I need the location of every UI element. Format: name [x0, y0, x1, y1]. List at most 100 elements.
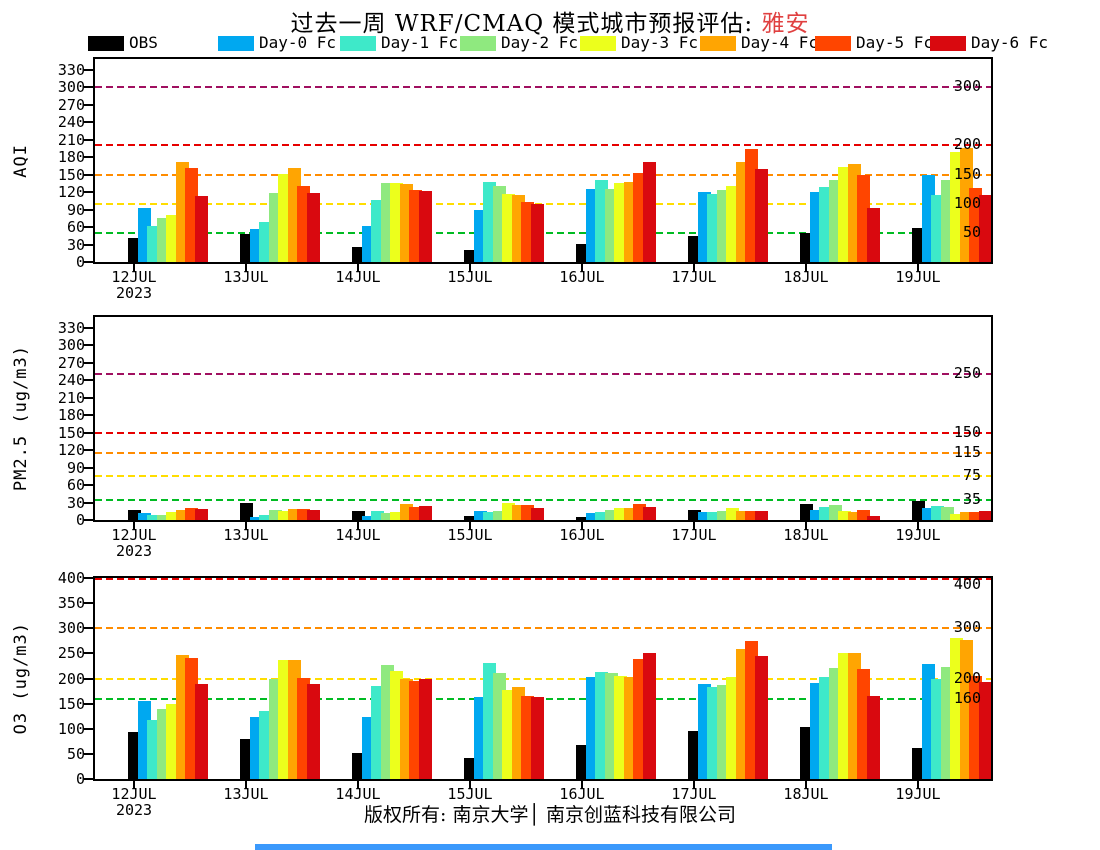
bar: [707, 511, 720, 520]
y-tick-mark: [84, 208, 93, 211]
legend-item-day-2-fc: Day-2 Fc: [460, 34, 578, 52]
reference-line-115: [95, 451, 991, 454]
y-tick-mark: [84, 156, 93, 158]
legend-label: Day-1 Fc: [381, 33, 459, 52]
y-axis-title-text: PM2.5 (ug/m3): [11, 345, 31, 492]
legend-item-day-5-fc: Day-5 Fc: [815, 34, 933, 52]
plot-area-0: [93, 57, 993, 264]
x-tick-label: 17JUL: [671, 268, 717, 286]
bar: [642, 506, 656, 520]
x-tick-mark: [357, 522, 359, 529]
y-tick-mark: [84, 226, 93, 228]
bar: [866, 515, 880, 520]
x-tick-mark: [805, 264, 807, 271]
y-tick-mark: [84, 519, 93, 521]
x-tick-mark: [245, 781, 247, 788]
x-tick-label: 15JUL: [447, 526, 493, 544]
y-tick-label: 270: [57, 353, 85, 372]
reference-line-label: 50: [962, 222, 981, 241]
reference-line-label: 150: [953, 422, 981, 441]
reference-line-label: 150: [953, 164, 981, 183]
y-tick-label: 240: [57, 371, 85, 389]
legend-swatch-icon: [580, 35, 616, 51]
y-tick-label: 210: [57, 130, 85, 149]
bar: [585, 513, 599, 520]
x-tick-label: 12JUL: [111, 526, 157, 544]
x-tick-label: 19JUL: [895, 268, 941, 286]
x-tick-mark: [133, 522, 135, 529]
reference-line-75: [95, 475, 991, 478]
reference-line-label: 400: [953, 575, 981, 593]
bar: [735, 511, 749, 520]
y-tick-label: 60: [66, 218, 85, 236]
x-tick-mark: [357, 264, 359, 271]
x-tick-mark: [693, 522, 695, 529]
bar: [418, 679, 432, 779]
bar: [306, 192, 320, 262]
y-tick-mark: [84, 326, 93, 329]
x-tick-mark: [805, 522, 807, 529]
y-tick-label: 150: [57, 694, 85, 713]
reference-line-label: 200: [953, 668, 981, 687]
bar: [866, 695, 880, 779]
y-tick-mark: [84, 121, 93, 123]
bar: [697, 512, 711, 520]
y-tick-mark: [84, 677, 93, 680]
y-tick-mark: [84, 778, 93, 780]
bar: [352, 511, 365, 520]
y-tick-label: 240: [57, 113, 85, 131]
bar: [716, 510, 730, 520]
y-tick-label: 300: [57, 78, 85, 96]
bar: [464, 250, 477, 262]
plot-area-1: [93, 315, 993, 522]
legend-item-day-0-fc: Day-0 Fc: [218, 34, 336, 52]
x-tick-label: 13JUL: [223, 526, 269, 544]
x-tick-mark: [245, 522, 247, 529]
y-tick-mark: [84, 243, 93, 246]
x-tick-year-label: 2023: [115, 284, 153, 302]
x-tick-label: 19JUL: [895, 785, 941, 803]
legend-label: Day-2 Fc: [501, 33, 579, 52]
y-tick-label: 300: [57, 619, 85, 638]
y-tick-mark: [84, 103, 93, 106]
y-tick-mark: [84, 68, 93, 71]
reference-line-150: [95, 431, 991, 434]
bar: [240, 502, 253, 520]
y-tick-mark: [84, 191, 93, 193]
reference-line-label: 75: [962, 466, 981, 485]
legend-item-obs: OBS: [88, 34, 158, 52]
y-tick-mark: [84, 173, 93, 176]
reference-line-100: [95, 202, 991, 205]
y-tick-label: 120: [57, 441, 85, 459]
copyright-text: 版权所有: 南京大学│ 南京创蓝科技有限公司: [364, 804, 736, 826]
plot-area-2: [93, 576, 993, 781]
x-tick-label: 14JUL: [335, 526, 381, 544]
y-axis-title-text: O3 (ug/m3): [11, 622, 31, 735]
bar: [978, 681, 991, 779]
bar: [278, 511, 291, 520]
bar: [492, 510, 506, 520]
bar: [483, 511, 496, 520]
reference-line-label: 300: [953, 77, 981, 95]
bar: [137, 513, 151, 520]
y-tick-mark: [84, 414, 93, 416]
bar: [306, 683, 320, 779]
chart-title-city: 雅安: [761, 11, 810, 37]
bar: [726, 508, 739, 520]
bar: [194, 508, 208, 520]
y-tick-mark: [84, 501, 93, 504]
bar: [754, 655, 768, 779]
horizontal-scrollbar-thumb[interactable]: [255, 844, 832, 850]
bar: [642, 652, 656, 779]
y-tick-label: 300: [57, 336, 85, 354]
bar: [166, 512, 179, 520]
x-tick-mark: [693, 781, 695, 788]
x-tick-mark: [245, 264, 247, 271]
y-tick-mark: [84, 702, 93, 705]
chart-title: 过去一周 WRF/CMAQ 模式城市预报评估: 雅安: [0, 4, 1100, 38]
reference-line-label: 200: [953, 135, 981, 154]
legend-swatch-icon: [218, 35, 254, 51]
x-tick-mark: [581, 781, 583, 788]
bar: [978, 194, 991, 262]
bar: [156, 515, 170, 520]
